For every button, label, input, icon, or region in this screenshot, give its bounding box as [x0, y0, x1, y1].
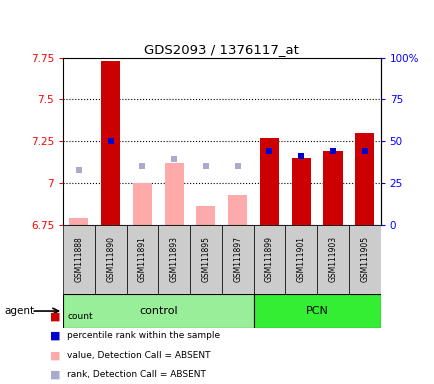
Bar: [323, 151, 342, 225]
Bar: [260, 138, 278, 225]
Text: ■: ■: [50, 331, 60, 341]
Text: GSM111897: GSM111897: [233, 236, 242, 282]
Text: ■: ■: [50, 350, 60, 360]
Text: PCN: PCN: [305, 306, 328, 316]
Bar: [126, 225, 158, 294]
Bar: [355, 133, 373, 225]
Bar: [253, 294, 380, 328]
Text: ■: ■: [50, 369, 60, 379]
Text: percentile rank within the sample: percentile rank within the sample: [67, 331, 220, 341]
Text: GSM111905: GSM111905: [359, 236, 368, 282]
Bar: [190, 225, 221, 294]
Text: GSM111903: GSM111903: [328, 236, 337, 282]
Text: rank, Detection Call = ABSENT: rank, Detection Call = ABSENT: [67, 370, 206, 379]
Bar: [63, 225, 95, 294]
Text: control: control: [139, 306, 177, 316]
Text: GSM111899: GSM111899: [264, 236, 273, 282]
Bar: [228, 195, 247, 225]
Bar: [101, 61, 120, 225]
Bar: [133, 183, 151, 225]
Bar: [95, 225, 126, 294]
Bar: [291, 158, 310, 225]
Bar: [348, 225, 380, 294]
Title: GDS2093 / 1376117_at: GDS2093 / 1376117_at: [144, 43, 299, 56]
Bar: [69, 218, 88, 225]
Bar: [158, 225, 190, 294]
Text: GSM111895: GSM111895: [201, 236, 210, 282]
Text: GSM111890: GSM111890: [106, 236, 115, 282]
Text: agent: agent: [4, 306, 34, 316]
Text: count: count: [67, 312, 93, 321]
Text: value, Detection Call = ABSENT: value, Detection Call = ABSENT: [67, 351, 210, 360]
Bar: [253, 225, 285, 294]
Bar: [63, 294, 253, 328]
Bar: [285, 225, 316, 294]
Text: GSM111888: GSM111888: [74, 236, 83, 282]
Bar: [196, 206, 215, 225]
Bar: [164, 163, 183, 225]
Text: GSM111901: GSM111901: [296, 236, 305, 282]
Text: GSM111893: GSM111893: [169, 236, 178, 282]
Bar: [316, 225, 348, 294]
Bar: [221, 225, 253, 294]
Text: ■: ■: [50, 312, 60, 322]
Text: GSM111891: GSM111891: [138, 236, 147, 282]
